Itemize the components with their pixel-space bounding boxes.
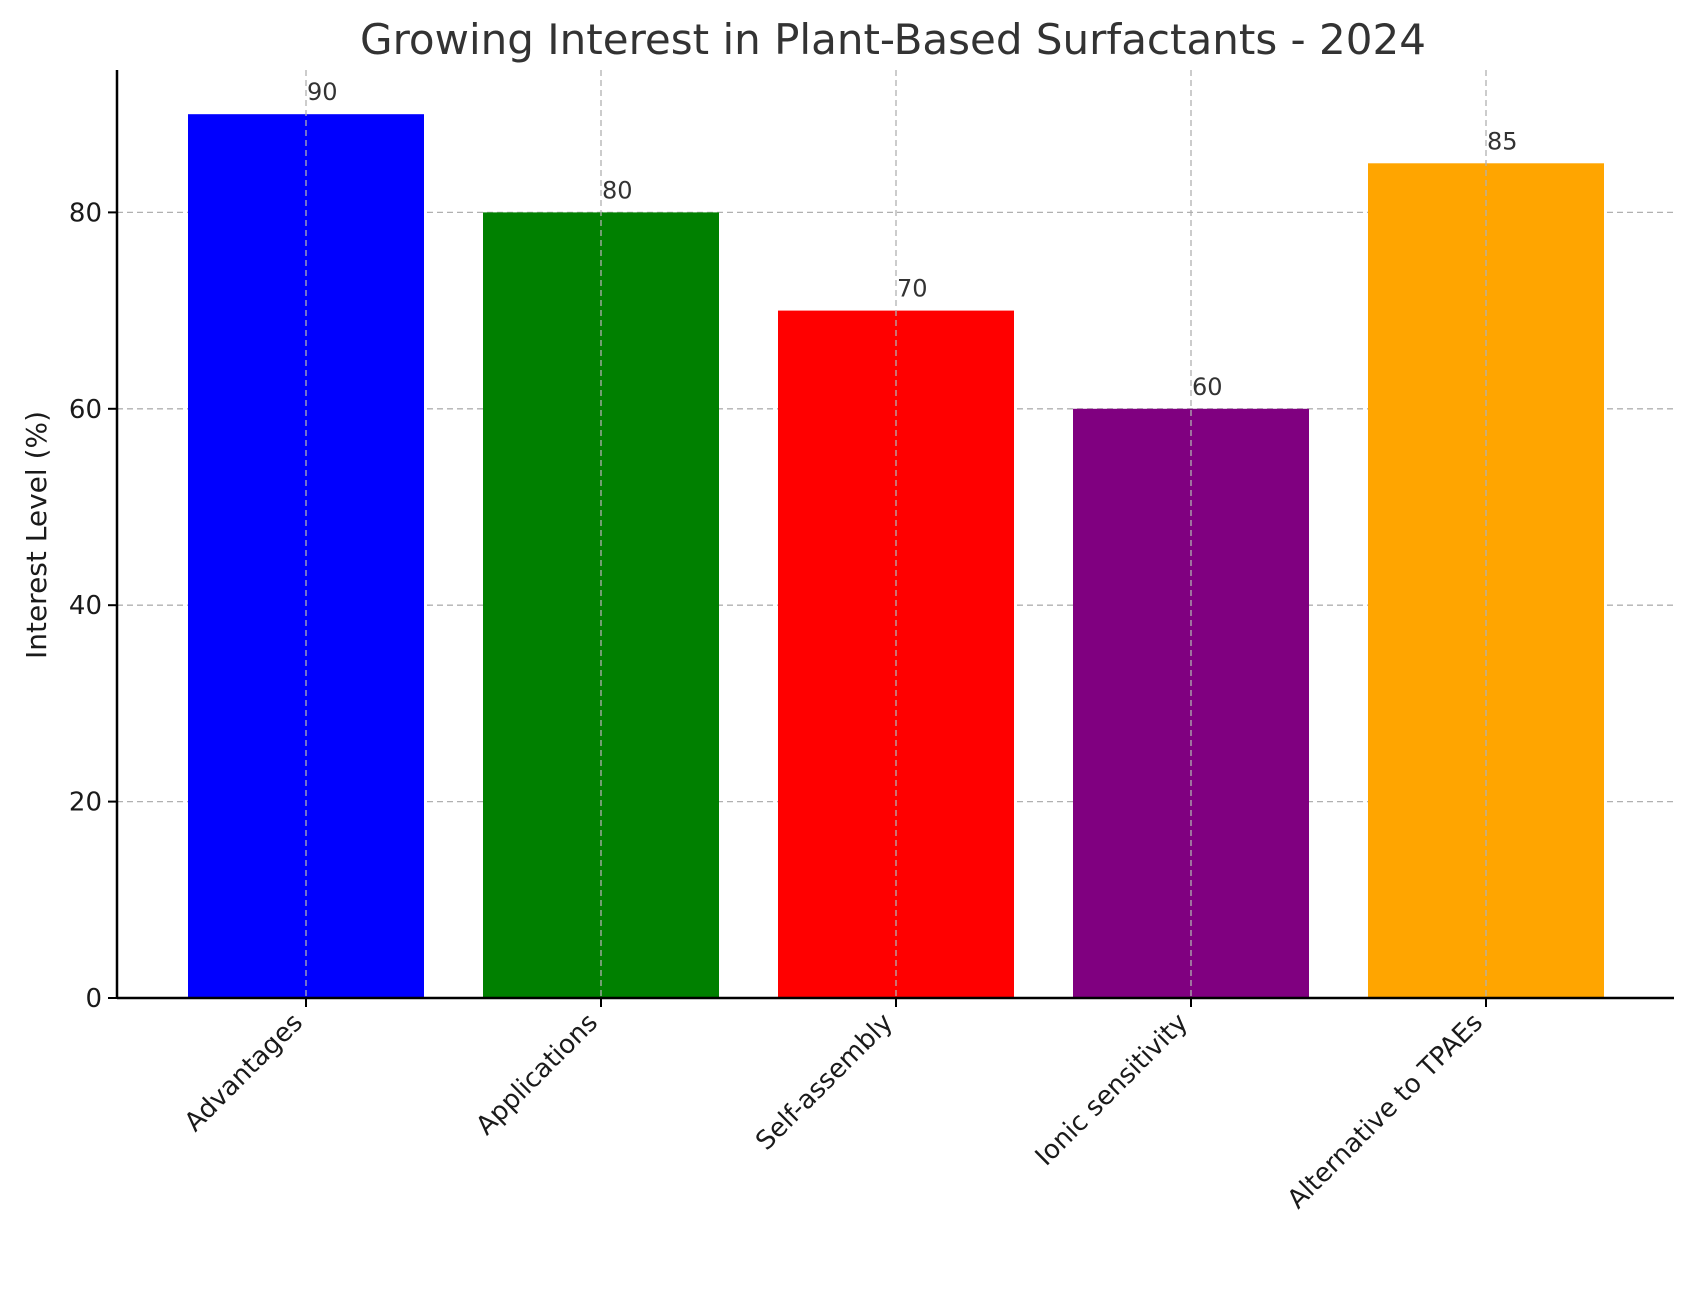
x-tick-label: Self-assembly: [750, 1008, 899, 1157]
x-tick-label: Ionic sensitivity: [1030, 1008, 1194, 1172]
bar-value-label: 90: [307, 78, 338, 106]
x-tick-label: Advantages: [179, 1008, 309, 1138]
y-tick-label: 20: [69, 788, 102, 818]
bar-value-label: 60: [1192, 373, 1223, 401]
vertical-grid-layer: [305, 70, 1487, 998]
y-axis-label: Interest Level (%): [20, 411, 53, 659]
bar-value-label: 70: [897, 275, 928, 303]
x-tick-label: Applications: [470, 1008, 604, 1142]
bar-value-label: 80: [602, 176, 633, 204]
axis-layer: [108, 70, 1674, 1007]
y-tick-label: 0: [85, 984, 102, 1014]
y-tick-label: 40: [69, 591, 102, 621]
bar-value-label: 85: [1487, 127, 1518, 155]
chart-title: Growing Interest in Plant-Based Surfacta…: [360, 15, 1426, 64]
x-tick-label: Alternative to TPAEs: [1282, 1008, 1489, 1215]
y-tick-label: 60: [69, 395, 102, 425]
y-tick-label: 80: [69, 198, 102, 228]
